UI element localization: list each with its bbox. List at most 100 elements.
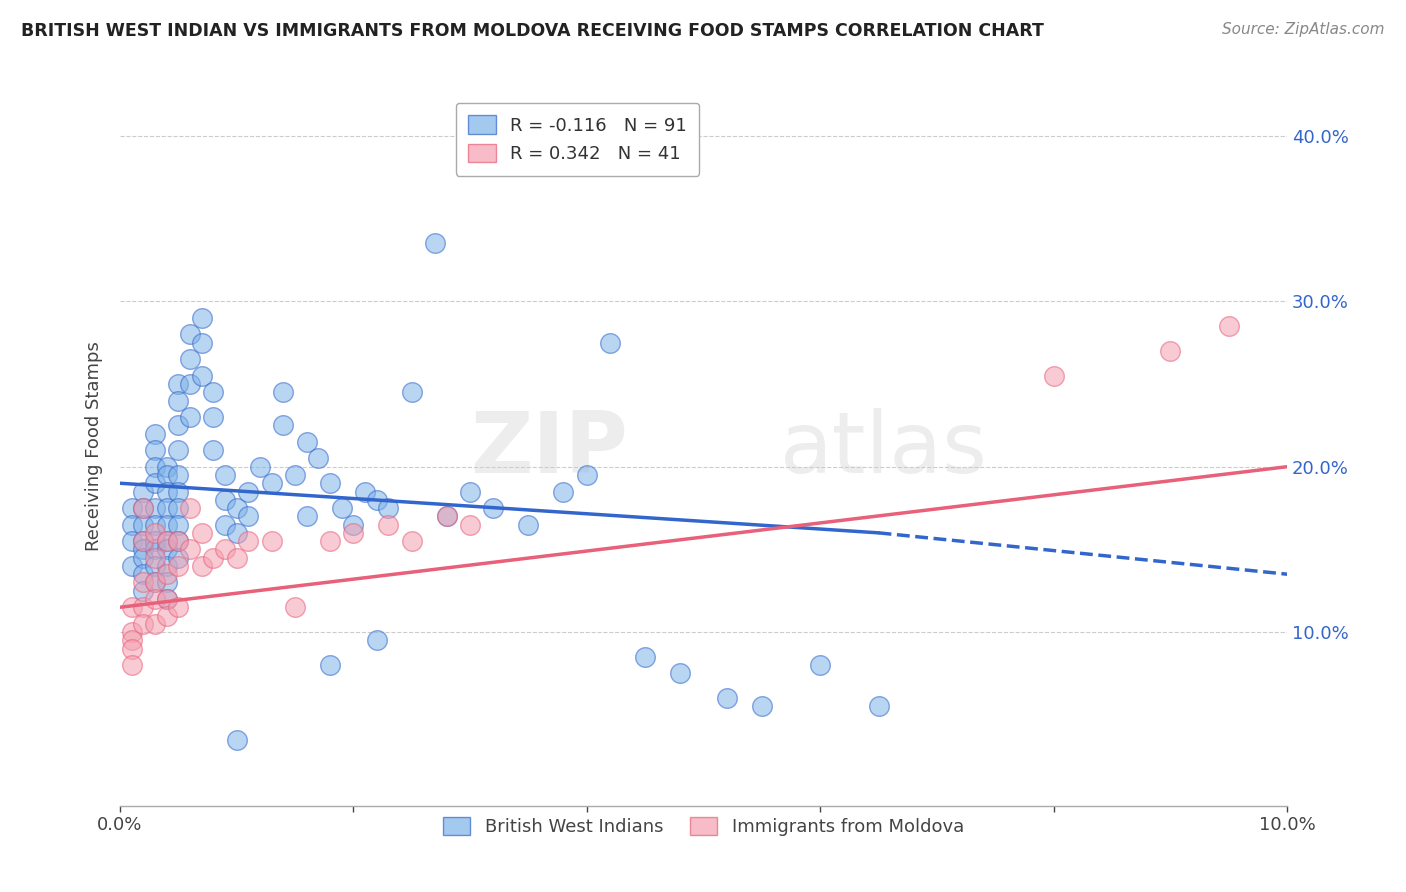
Point — [121, 534, 143, 549]
Point — [669, 666, 692, 681]
Point — [132, 616, 155, 631]
Point — [143, 525, 166, 540]
Point — [143, 426, 166, 441]
Point — [143, 501, 166, 516]
Point — [307, 451, 329, 466]
Point — [179, 327, 201, 342]
Point — [143, 443, 166, 458]
Point — [225, 550, 247, 565]
Point — [225, 525, 247, 540]
Point — [143, 476, 166, 491]
Point — [214, 542, 236, 557]
Point — [132, 484, 155, 499]
Point — [868, 699, 890, 714]
Point — [143, 534, 166, 549]
Point — [238, 509, 260, 524]
Point — [377, 517, 399, 532]
Point — [143, 550, 166, 565]
Point — [202, 410, 225, 425]
Point — [156, 575, 179, 590]
Text: ZIP: ZIP — [470, 409, 627, 491]
Point — [190, 335, 212, 350]
Point — [156, 517, 179, 532]
Point — [401, 534, 423, 549]
Point — [143, 459, 166, 474]
Point — [575, 467, 598, 482]
Point — [482, 501, 505, 516]
Text: atlas: atlas — [779, 409, 987, 491]
Point — [179, 352, 201, 367]
Point — [436, 509, 458, 524]
Point — [342, 517, 364, 532]
Point — [1159, 343, 1181, 358]
Point — [167, 418, 190, 433]
Point — [167, 534, 190, 549]
Point — [751, 699, 773, 714]
Text: BRITISH WEST INDIAN VS IMMIGRANTS FROM MOLDOVA RECEIVING FOOD STAMPS CORRELATION: BRITISH WEST INDIAN VS IMMIGRANTS FROM M… — [21, 22, 1045, 40]
Point — [167, 517, 190, 532]
Point — [167, 484, 190, 499]
Point — [553, 484, 575, 499]
Point — [190, 525, 212, 540]
Y-axis label: Receiving Food Stamps: Receiving Food Stamps — [86, 341, 103, 551]
Point — [284, 600, 307, 615]
Point — [599, 335, 621, 350]
Point — [167, 534, 190, 549]
Point — [167, 558, 190, 573]
Point — [238, 484, 260, 499]
Point — [202, 443, 225, 458]
Point — [716, 691, 738, 706]
Point — [132, 550, 155, 565]
Point — [319, 534, 342, 549]
Point — [202, 385, 225, 400]
Point — [132, 567, 155, 582]
Point — [260, 534, 283, 549]
Point — [156, 608, 179, 623]
Point — [132, 583, 155, 598]
Point — [295, 434, 318, 449]
Point — [121, 641, 143, 656]
Point — [143, 592, 166, 607]
Point — [143, 558, 166, 573]
Point — [121, 625, 143, 640]
Point — [366, 633, 388, 648]
Point — [143, 542, 166, 557]
Point — [214, 492, 236, 507]
Point — [458, 484, 481, 499]
Point — [190, 368, 212, 383]
Point — [366, 492, 388, 507]
Point — [132, 534, 155, 549]
Point — [458, 517, 481, 532]
Point — [179, 542, 201, 557]
Point — [121, 600, 143, 615]
Point — [190, 310, 212, 325]
Point — [156, 542, 179, 557]
Point — [121, 501, 143, 516]
Point — [121, 558, 143, 573]
Point — [179, 410, 201, 425]
Point — [167, 393, 190, 408]
Point — [342, 525, 364, 540]
Point — [295, 509, 318, 524]
Point — [319, 658, 342, 673]
Point — [143, 575, 166, 590]
Point — [167, 443, 190, 458]
Point — [202, 550, 225, 565]
Point — [249, 459, 271, 474]
Point — [436, 509, 458, 524]
Point — [423, 236, 446, 251]
Point — [167, 600, 190, 615]
Point — [225, 501, 247, 516]
Point — [156, 567, 179, 582]
Point — [517, 517, 540, 532]
Point — [167, 550, 190, 565]
Point — [121, 517, 143, 532]
Point — [273, 385, 295, 400]
Point — [132, 575, 155, 590]
Point — [190, 558, 212, 573]
Text: Source: ZipAtlas.com: Source: ZipAtlas.com — [1222, 22, 1385, 37]
Point — [284, 467, 307, 482]
Point — [260, 476, 283, 491]
Point — [330, 501, 353, 516]
Point — [121, 633, 143, 648]
